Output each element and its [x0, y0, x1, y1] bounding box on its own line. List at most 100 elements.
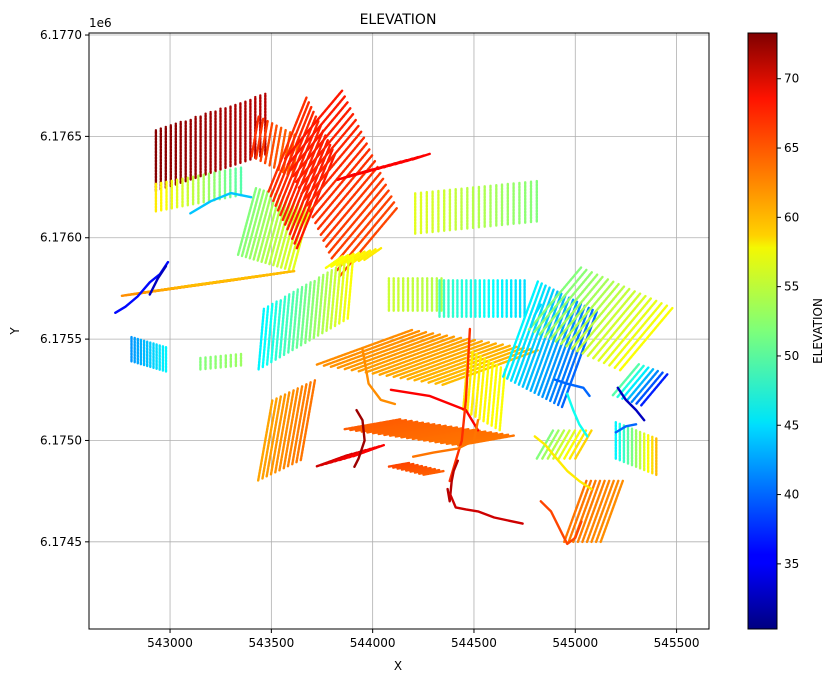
survey-line	[336, 332, 435, 370]
survey-line	[498, 368, 507, 432]
survey-line	[268, 124, 278, 167]
survey-line	[256, 192, 277, 262]
colorbar-tick-label: 40	[784, 488, 799, 502]
survey-line	[590, 479, 615, 544]
x-tick-label: 545000	[552, 636, 598, 650]
survey-line	[335, 252, 355, 267]
survey-line	[286, 385, 304, 468]
survey-line	[581, 290, 636, 355]
survey-line	[354, 419, 414, 432]
survey-track	[539, 500, 583, 546]
survey-line	[274, 298, 283, 361]
survey-line	[325, 269, 333, 332]
survey-line	[482, 359, 490, 423]
survey-line	[342, 259, 350, 323]
survey-line	[311, 147, 372, 219]
survey-line	[554, 278, 610, 343]
survey-line	[466, 350, 474, 414]
survey-line	[418, 468, 441, 475]
survey-line	[284, 88, 344, 160]
survey-line	[377, 423, 436, 436]
x-tick-label: 544500	[451, 636, 497, 650]
survey-line	[553, 306, 590, 405]
survey-line	[392, 462, 415, 469]
survey-line	[250, 115, 260, 158]
survey-line	[613, 304, 669, 369]
survey-line	[265, 302, 274, 366]
colorbar-label: ELEVATION	[811, 298, 825, 364]
y-tick-label: 6.1745	[40, 535, 82, 549]
survey-line	[506, 282, 543, 380]
y-offset-label: 1e6	[89, 16, 112, 30]
survey-line	[319, 165, 380, 237]
survey-line	[267, 96, 308, 193]
x-tick-label: 543000	[147, 636, 193, 650]
survey-line	[288, 138, 329, 236]
survey-line	[568, 429, 588, 460]
survey-line	[352, 249, 372, 264]
survey-line	[400, 426, 459, 439]
survey-line	[630, 369, 660, 404]
survey-line	[248, 190, 269, 260]
survey-line	[265, 395, 282, 478]
survey-line	[420, 345, 519, 383]
survey-line	[559, 280, 615, 346]
survey-line	[286, 134, 327, 231]
survey-line	[434, 431, 493, 444]
survey-line	[322, 171, 383, 242]
survey-line	[640, 373, 669, 407]
survey-line	[269, 393, 287, 476]
survey-line	[314, 153, 374, 225]
y-tick-label: 6.1770	[40, 28, 82, 42]
survey-line	[486, 361, 494, 425]
survey-line	[502, 280, 540, 378]
survey-line	[240, 188, 262, 258]
survey-line	[330, 188, 391, 260]
survey-line	[581, 479, 606, 544]
survey-line	[556, 308, 594, 407]
survey-line	[295, 285, 304, 349]
survey-line	[400, 464, 424, 471]
survey-line	[257, 307, 266, 371]
survey-line	[602, 299, 658, 365]
survey-line	[474, 354, 482, 418]
survey-line	[405, 427, 465, 440]
survey-line	[563, 479, 588, 544]
survey-line	[308, 278, 316, 342]
survey-line	[411, 152, 432, 161]
survey-line	[594, 479, 620, 544]
survey-line	[261, 305, 270, 369]
survey-line	[621, 366, 650, 400]
survey-line	[546, 429, 566, 460]
survey-line	[599, 479, 624, 544]
survey-line	[537, 298, 575, 396]
y-tick-label: 6.1765	[40, 129, 82, 143]
survey-line	[252, 191, 273, 261]
survey-line	[292, 106, 352, 178]
survey-line	[297, 118, 358, 190]
survey-line	[269, 100, 311, 198]
survey-line	[343, 333, 442, 371]
survey-line	[618, 306, 674, 372]
survey-line	[330, 253, 350, 268]
data-points	[114, 88, 674, 546]
survey-line	[300, 124, 361, 195]
survey-line	[392, 341, 491, 379]
survey-line	[383, 423, 442, 437]
survey-line	[274, 110, 315, 207]
survey-line	[303, 129, 363, 201]
survey-line	[396, 463, 419, 470]
survey-line	[295, 112, 355, 184]
survey-track	[533, 435, 593, 491]
survey-line	[533, 268, 588, 334]
survey-line	[315, 328, 414, 366]
survey-line	[552, 429, 571, 460]
survey-line	[286, 94, 347, 166]
colorbar-tick-label: 70	[784, 72, 799, 86]
survey-line	[585, 479, 611, 544]
survey-line	[350, 334, 449, 372]
survey-line	[521, 290, 559, 388]
survey-line	[274, 391, 291, 474]
survey-line	[557, 429, 577, 460]
survey-line	[357, 248, 377, 263]
